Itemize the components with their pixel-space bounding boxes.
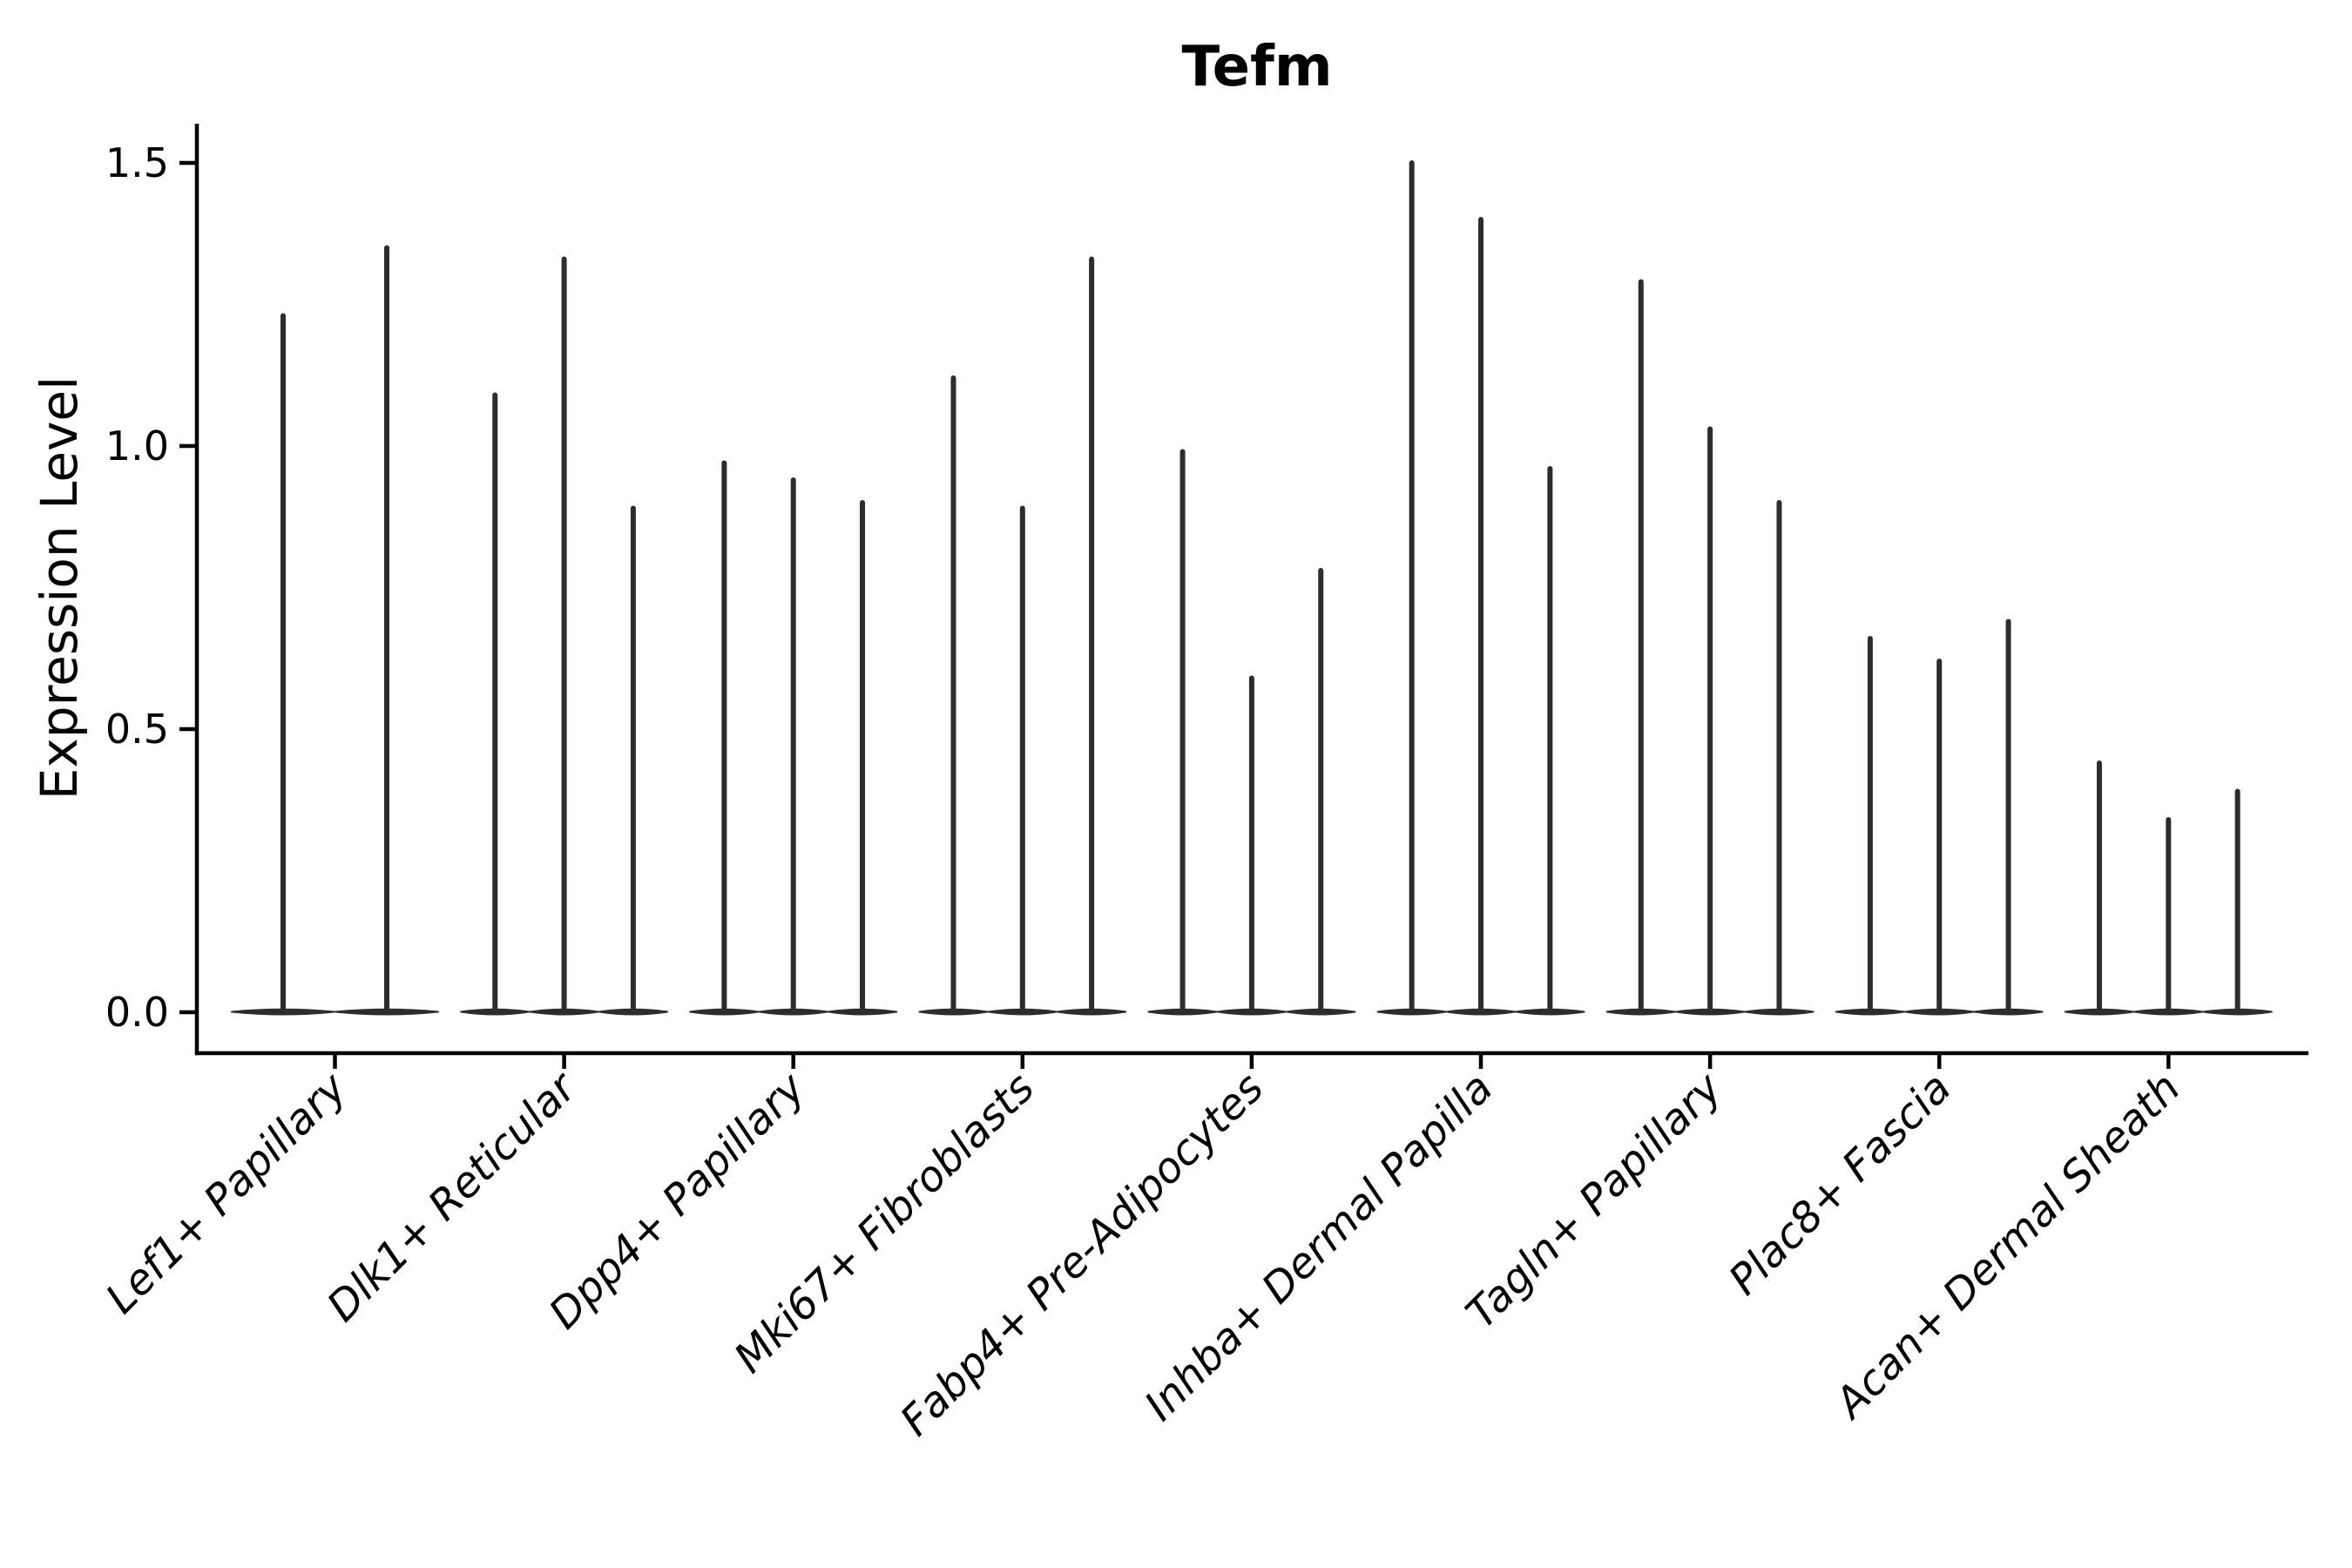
violin-group [231, 245, 439, 1016]
x-tick-label: Dlk1+ Reticular [318, 1062, 588, 1332]
x-tick-label: Plac8+ Fascia [1720, 1064, 1961, 1305]
x-tick-label: Fabp4+ Pre-Adipocytes [891, 1064, 1274, 1446]
y-tick-label: 0.5 [105, 706, 169, 753]
violin-group [460, 256, 669, 1016]
y-tick-label: 0.0 [105, 989, 169, 1036]
y-axis-label: Expression Level [30, 376, 89, 800]
axes-layer [179, 124, 2308, 1069]
y-tick-label: 1.0 [105, 422, 169, 470]
y-tick-label: 1.5 [105, 139, 169, 186]
violins-layer [231, 160, 2273, 1016]
x-tick-label: Dpp4+ Papillary [540, 1063, 815, 1338]
violin-group [1376, 160, 1585, 1016]
x-tick-label: Tagln+ Papillary [1456, 1063, 1732, 1338]
violin-group [1605, 279, 1815, 1016]
violin-group [918, 256, 1127, 1016]
violin-group [2064, 760, 2273, 1016]
violin-group [1835, 618, 2044, 1016]
x-tick-label: Lef1+ Papillary [97, 1063, 357, 1323]
violin-group [1147, 449, 1356, 1016]
chart-title: Tefm [1181, 35, 1332, 99]
violin-group [689, 460, 898, 1016]
